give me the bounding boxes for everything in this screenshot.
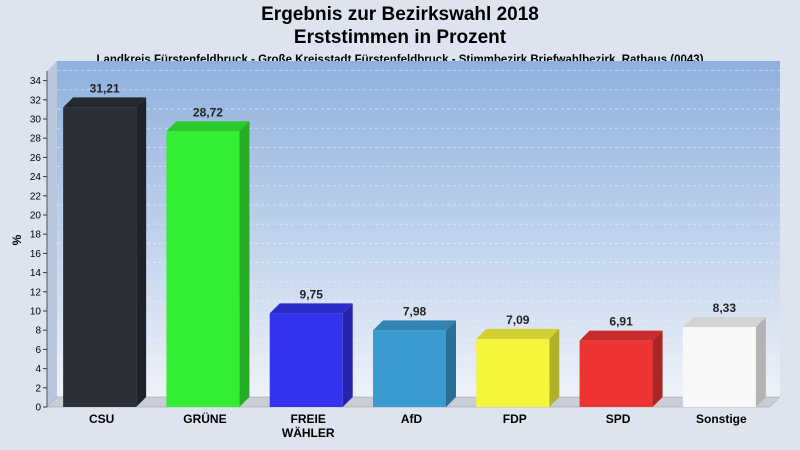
y-tick-label: 16: [30, 249, 42, 260]
y-tick-label: 12: [30, 287, 42, 298]
bar: [373, 330, 446, 407]
bar-side: [446, 320, 456, 407]
y-tick-label: 8: [35, 326, 41, 337]
x-tick-label: SPD: [606, 412, 631, 426]
data-label: 31,21: [90, 81, 120, 95]
bar-top: [373, 320, 456, 331]
bar-side: [549, 328, 560, 407]
y-axis-label: %: [10, 234, 24, 245]
bar-top: [269, 303, 353, 314]
x-tick-label: FDP: [503, 412, 527, 426]
y-tick-label: 10: [30, 307, 42, 318]
x-tick-label: FREIE: [291, 412, 326, 426]
plot-side-wall: [47, 61, 57, 407]
x-tick-label: AfD: [401, 412, 423, 426]
bar: [682, 327, 756, 407]
bar-top: [579, 330, 663, 341]
data-label: 9,75: [300, 287, 324, 301]
y-tick-label: 14: [30, 268, 42, 279]
bar-top: [63, 97, 147, 108]
bar-side: [652, 330, 663, 407]
bar-side: [755, 317, 766, 407]
x-tick-label: Sonstige: [696, 412, 747, 426]
x-tick-label: GRÜNE: [183, 411, 226, 426]
chart-title: Ergebnis zur Bezirkswahl 2018: [261, 4, 539, 25]
data-label: 7,09: [506, 313, 530, 327]
y-tick-label: 2: [35, 383, 41, 394]
y-tick-label: 24: [30, 172, 42, 183]
data-label: 8,33: [713, 301, 737, 315]
data-label: 7,98: [403, 304, 427, 318]
bar-top: [476, 328, 560, 339]
bar: [476, 338, 550, 407]
y-tick-label: 18: [30, 230, 42, 241]
chart-subtitle: Erststimmen in Prozent: [293, 27, 507, 48]
y-tick-label: 28: [30, 134, 42, 145]
bar-side: [136, 97, 147, 407]
y-tick-label: 22: [30, 191, 42, 202]
bar: [269, 313, 343, 407]
bar: [63, 107, 137, 407]
data-label: 28,72: [193, 105, 223, 119]
y-tick-label: 20: [30, 211, 42, 222]
y-tick-label: 32: [30, 95, 42, 106]
y-tick-label: 26: [30, 153, 42, 164]
bar-top: [682, 317, 766, 328]
bar: [579, 340, 653, 407]
bar-top: [166, 121, 250, 132]
bar: [166, 131, 240, 407]
y-tick-label: 34: [30, 76, 42, 87]
x-tick-label: WÄHLER: [282, 425, 335, 440]
bar-side: [342, 303, 353, 407]
x-tick-label: CSU: [89, 412, 114, 426]
y-tick-label: 6: [35, 345, 41, 356]
data-label: 6,91: [609, 315, 633, 329]
bar-side: [239, 121, 250, 408]
y-tick-label: 30: [30, 115, 42, 126]
y-tick-label: 4: [35, 364, 41, 375]
y-tick-label: 0: [35, 403, 41, 414]
